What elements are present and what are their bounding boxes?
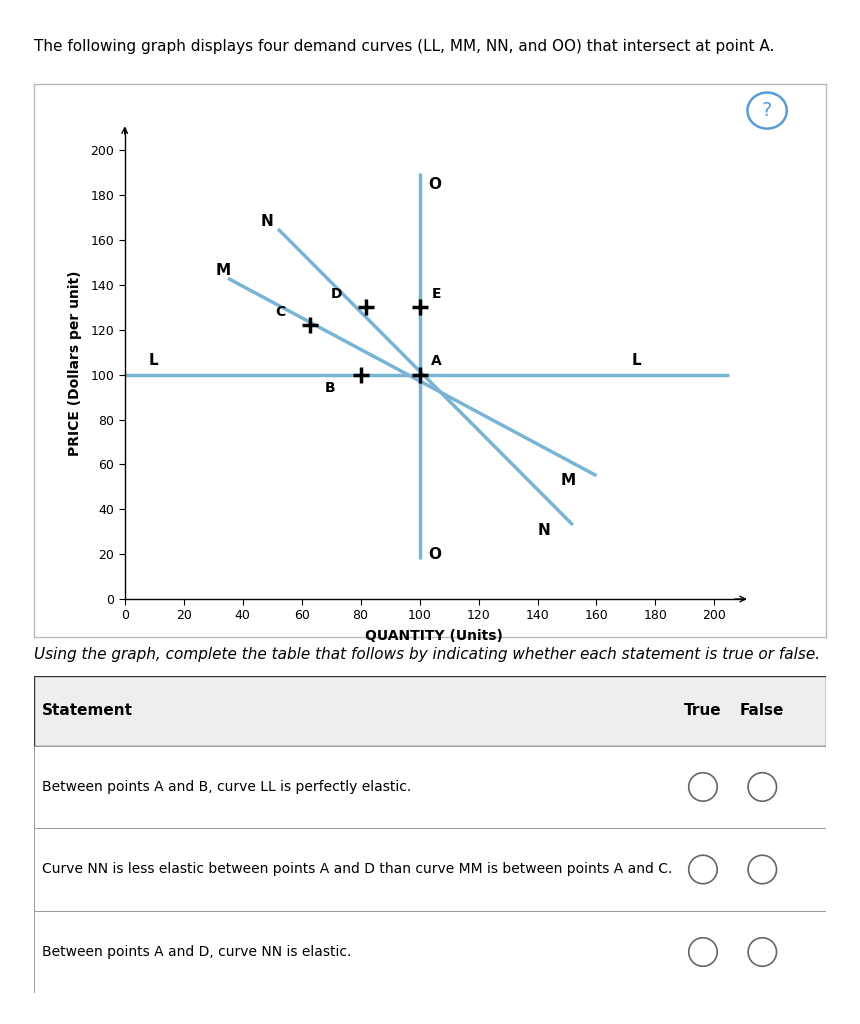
- Text: E: E: [432, 287, 441, 301]
- Text: O: O: [428, 176, 441, 191]
- Text: Between points A and B, curve LL is perfectly elastic.: Between points A and B, curve LL is perf…: [42, 780, 412, 794]
- Bar: [34, 745, 826, 828]
- Y-axis label: PRICE (Dollars per unit): PRICE (Dollars per unit): [68, 270, 82, 457]
- Text: D: D: [331, 287, 342, 301]
- Text: A: A: [432, 354, 442, 368]
- X-axis label: QUANTITY (Units): QUANTITY (Units): [366, 630, 503, 643]
- Text: Curve NN is less elastic between points A and D than curve MM is between points : Curve NN is less elastic between points …: [42, 862, 673, 877]
- Text: M: M: [216, 263, 231, 279]
- Text: O: O: [428, 547, 441, 562]
- Text: C: C: [275, 305, 286, 318]
- Text: L: L: [632, 353, 642, 368]
- Text: Between points A and D, curve NN is elastic.: Between points A and D, curve NN is elas…: [42, 945, 352, 959]
- Text: M: M: [561, 473, 576, 488]
- Text: The following graph displays four demand curves (LL, MM, NN, and OO) that inters: The following graph displays four demand…: [34, 39, 775, 54]
- Text: N: N: [538, 523, 550, 538]
- Text: ?: ?: [762, 101, 772, 120]
- Bar: [34, 828, 826, 910]
- Text: False: False: [740, 703, 784, 718]
- Text: True: True: [685, 703, 722, 718]
- Bar: [34, 910, 826, 993]
- Text: Using the graph, complete the table that follows by indicating whether each stat: Using the graph, complete the table that…: [34, 647, 820, 663]
- Text: L: L: [148, 353, 158, 368]
- Bar: [34, 676, 826, 745]
- Text: Statement: Statement: [42, 703, 133, 718]
- Text: B: B: [325, 381, 335, 395]
- Text: N: N: [261, 214, 273, 229]
